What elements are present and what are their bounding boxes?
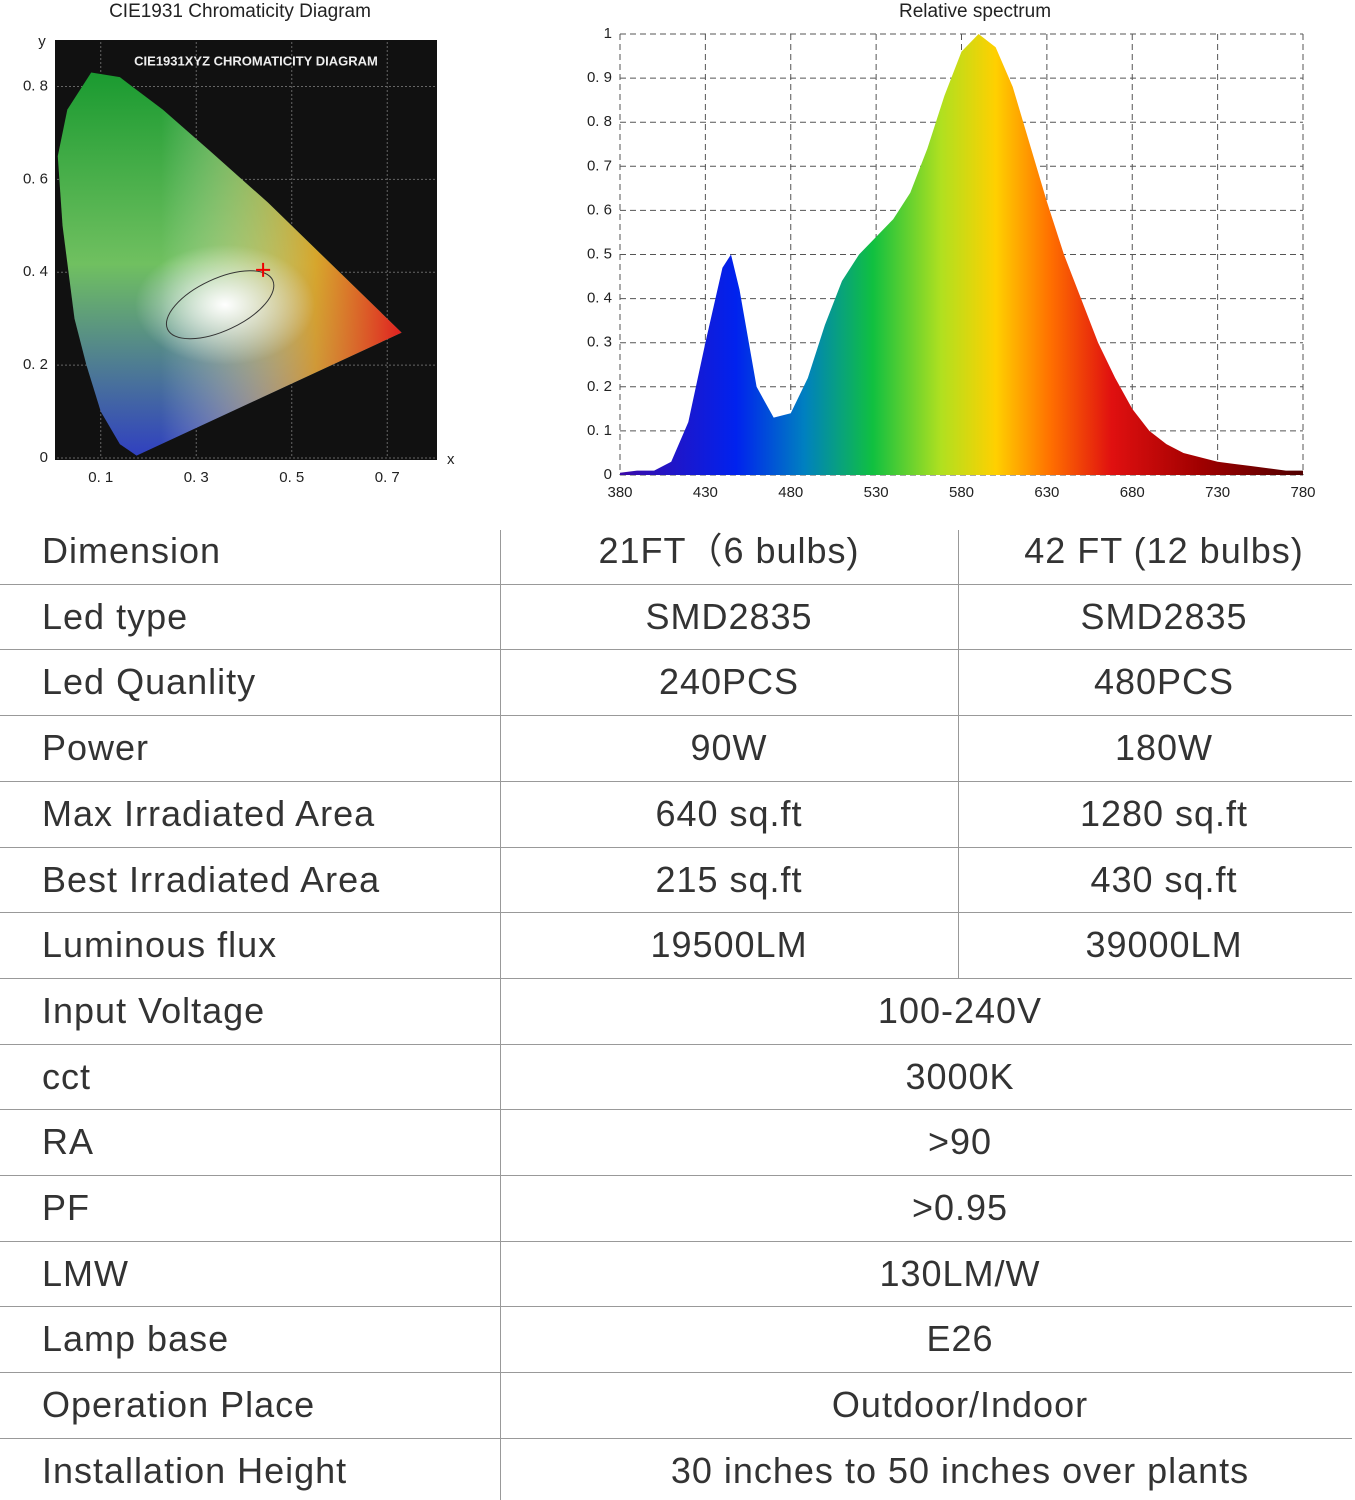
row-label: Max Irradiated Area <box>42 792 376 834</box>
cell-value: >90 <box>927 1121 993 1163</box>
row-divider <box>0 1240 1352 1242</box>
cell-value: 100-240V <box>877 989 1043 1031</box>
cell-value: 30 inches to 50 inches over plants <box>670 1449 1250 1491</box>
x-tick-label: 0. 1 <box>88 469 113 486</box>
y-tick-label: 0. 4 <box>23 263 48 280</box>
spectrum-area <box>620 34 1303 475</box>
column-divider <box>500 530 501 1500</box>
y-tick-label: 0. 6 <box>587 201 612 218</box>
cell-value: 215 sq.ft <box>655 858 803 900</box>
row-divider <box>0 1109 1352 1111</box>
cell-value: 130LM/W <box>879 1252 1041 1294</box>
cie-title: CIE1931 Chromaticity Diagram <box>109 1 371 22</box>
cell-value: 21FT（6 bulbs) <box>598 530 860 571</box>
x-tick-label: 380 <box>607 484 632 501</box>
y-tick-label: 0. 1 <box>587 422 612 439</box>
row-label: Installation Height <box>42 1449 348 1491</box>
row-label: RA <box>42 1121 95 1163</box>
y-tick-label: 0. 8 <box>587 113 612 130</box>
y-tick-label: 0. 9 <box>587 69 612 86</box>
y-tick-label: 0. 8 <box>23 77 48 94</box>
y-tick-label: 0. 4 <box>587 290 612 307</box>
x-axis-label: x <box>447 451 455 468</box>
row-divider <box>0 1175 1352 1176</box>
x-tick-label: 780 <box>1290 484 1315 501</box>
y-tick-label: 1 <box>604 25 612 42</box>
cell-value: 19500LM <box>650 924 808 966</box>
cell-value: 3000K <box>905 1055 1015 1097</box>
cell-value: 1280 sq.ft <box>1079 792 1249 834</box>
cell-value: Outdoor/Indoor <box>831 1384 1089 1426</box>
cell-value: 180W <box>1114 727 1214 769</box>
x-tick-label: 0. 7 <box>375 469 400 486</box>
x-tick-label: 680 <box>1120 484 1145 501</box>
marker <box>256 262 271 277</box>
y-tick-label: 0. 7 <box>587 157 612 174</box>
cell-value: 640 sq.ft <box>655 792 803 834</box>
row-divider <box>0 1372 1352 1374</box>
cell-value: >0.95 <box>911 1187 1009 1228</box>
row-divider <box>0 715 1352 717</box>
y-tick-label: 0. 6 <box>23 170 48 187</box>
row-divider <box>0 1043 1352 1045</box>
row-divider <box>0 1306 1352 1308</box>
row-label: Power <box>42 727 150 769</box>
cell-value: 240PCS <box>658 661 800 703</box>
row-label: Led type <box>42 595 189 637</box>
row-label: LMW <box>42 1252 129 1294</box>
y-tick-label: 0. 3 <box>587 334 612 351</box>
row-divider <box>0 912 1352 914</box>
row-label: cct <box>42 1055 92 1097</box>
cell-value: E26 <box>926 1318 994 1360</box>
row-label: Best Irradiated Area <box>42 858 381 900</box>
cell-value: 42 FT (12 bulbs) <box>1024 530 1304 571</box>
y-tick-label: 0 <box>604 466 612 483</box>
planck-region <box>165 270 275 340</box>
cell-value: 39000LM <box>1085 924 1243 966</box>
row-label: Led Quanlity <box>42 661 257 703</box>
row-divider <box>0 846 1352 848</box>
cell-value: 90W <box>690 727 768 769</box>
x-tick-label: 630 <box>1034 484 1059 501</box>
row-label: Luminous flux <box>42 924 278 966</box>
row-divider <box>0 1437 1352 1439</box>
cell-value: SMD2835 <box>1080 595 1248 637</box>
column-divider <box>958 530 959 978</box>
x-tick-label: 530 <box>864 484 889 501</box>
spectrum-title: Relative spectrum <box>899 1 1051 22</box>
charts: CIE1931 Chromaticity Diagram CIE1931XYZ … <box>23 1 1316 501</box>
y-tick-label: 0. 2 <box>23 356 48 373</box>
row-label: Operation Place <box>42 1384 316 1426</box>
y-axis-label: y <box>38 33 46 50</box>
y-tick-label: 0. 5 <box>587 245 612 262</box>
x-tick-label: 0. 3 <box>184 469 209 486</box>
x-tick-label: 0. 5 <box>279 469 304 486</box>
cell-value: SMD2835 <box>645 595 813 637</box>
row-divider <box>0 583 1352 585</box>
cell-value: 430 sq.ft <box>1090 858 1238 900</box>
x-tick-label: 730 <box>1205 484 1230 501</box>
y-tick-label: 0 <box>40 449 48 466</box>
x-tick-label: 480 <box>778 484 803 501</box>
x-tick-label: 430 <box>693 484 718 501</box>
row-label: PF <box>42 1187 91 1228</box>
white-point <box>134 244 315 365</box>
row-divider <box>0 977 1352 979</box>
y-tick-label: 0. 2 <box>587 378 612 395</box>
cell-value: 480PCS <box>1093 661 1235 703</box>
cie-inner-title: CIE1931XYZ CHROMATICITY DIAGRAM <box>134 53 378 68</box>
row-divider <box>0 780 1352 782</box>
row-label: Input Voltage <box>42 989 266 1031</box>
x-tick-label: 580 <box>949 484 974 501</box>
row-label: Dimension <box>42 530 222 571</box>
row-divider <box>0 649 1352 651</box>
row-label: Lamp base <box>42 1318 230 1360</box>
